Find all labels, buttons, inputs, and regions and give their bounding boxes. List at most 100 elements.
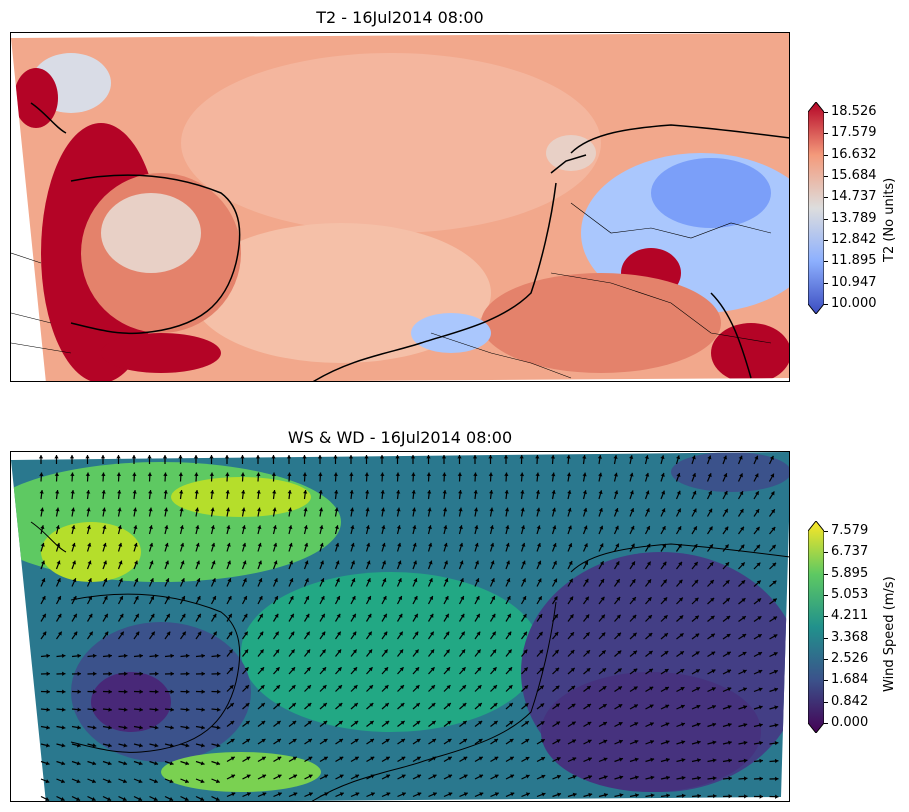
wind-arrow-head xyxy=(459,542,464,547)
wind-arrow-head xyxy=(320,596,325,601)
wind-arrow-head xyxy=(431,685,435,690)
wind-arrow-head xyxy=(432,792,437,797)
wind-arrow-head xyxy=(460,613,465,618)
wind-arrow-head xyxy=(697,776,701,781)
wind-arrow-head xyxy=(228,631,233,636)
wind-arrow-head xyxy=(123,761,128,766)
ws-colorbar-label: Wind Speed (m/s) xyxy=(882,576,897,692)
ws-field-n-fast xyxy=(171,477,311,517)
wind-arrow-head xyxy=(241,490,246,494)
wind-arrow-head xyxy=(743,722,748,728)
wind-arrow-head xyxy=(588,775,592,780)
wind-arrow-head xyxy=(504,472,509,477)
wind-arrow-head xyxy=(665,722,670,727)
wind-arrow-head xyxy=(447,721,452,725)
wind-arrow-head xyxy=(370,792,375,797)
t2-borders xyxy=(11,202,772,379)
wind-arrow-head xyxy=(379,455,385,459)
wind-arrow-head xyxy=(618,704,623,708)
wind-arrow-head xyxy=(293,774,298,779)
ws-colorbar-svg xyxy=(807,520,825,734)
wind-arrow-head xyxy=(711,687,716,692)
wind-arrow-head xyxy=(492,667,497,672)
wind-arrow-head xyxy=(697,793,701,799)
wind-arrow-head xyxy=(162,455,168,459)
wind-arrow-head xyxy=(196,560,201,565)
wind-arrow-head xyxy=(726,633,731,638)
wind-arrow-head xyxy=(463,792,468,797)
wind-arrow-head xyxy=(744,794,748,799)
wind-arrow-head xyxy=(91,779,96,784)
wind-arrow-head xyxy=(723,455,728,460)
wind-arrow-head xyxy=(602,704,607,708)
wind-arrow-head xyxy=(225,507,231,512)
wind-arrow-head xyxy=(228,649,233,654)
wind-arrow-head xyxy=(163,507,169,512)
wind-arrow-head xyxy=(339,774,344,779)
wind-arrow-head xyxy=(87,542,92,547)
wind-arrow-head xyxy=(709,580,714,584)
wind-arrow-head xyxy=(541,774,546,779)
wind-arrow-head xyxy=(123,743,128,748)
wind-arrow-head xyxy=(490,542,495,547)
wind-arrow-head xyxy=(696,704,701,709)
wind-arrow-head xyxy=(186,671,190,676)
wind-arrow-head xyxy=(169,779,174,784)
wind-arrow-head xyxy=(477,703,482,707)
ws-tick-mark xyxy=(824,552,828,554)
wind-arrow-head xyxy=(181,613,186,618)
wind-arrow-head xyxy=(107,797,112,801)
wind-arrow-head xyxy=(322,685,327,690)
wind-arrow-head xyxy=(289,596,294,601)
wind-arrow-head xyxy=(773,634,778,639)
wind-arrow-head xyxy=(276,738,281,743)
wind-arrow-head xyxy=(290,613,294,618)
wind-arrow-head xyxy=(521,560,526,565)
wind-arrow-head xyxy=(491,596,496,601)
wind-arrow-head xyxy=(681,758,686,763)
wind-arrow-head xyxy=(519,472,525,477)
t2-tick-mark xyxy=(824,240,828,241)
wind-arrow-head xyxy=(246,792,251,797)
wind-arrow-head xyxy=(148,507,153,512)
wind-arrow-head xyxy=(352,649,357,654)
wind-arrow-head xyxy=(256,490,261,494)
wind-arrow-head xyxy=(101,472,106,477)
wind-arrow-head xyxy=(289,578,294,583)
wind-arrow-head xyxy=(61,707,66,712)
ws-map-svg xyxy=(11,452,789,801)
wind-arrow-head xyxy=(87,578,92,583)
ws-tick-mark xyxy=(824,659,828,660)
wind-arrow-head xyxy=(103,578,108,583)
wind-arrow-head xyxy=(289,560,294,565)
wind-arrow-head xyxy=(679,615,684,620)
wind-arrow-head xyxy=(339,792,344,797)
wind-arrow-head xyxy=(323,738,328,743)
wind-arrow-head xyxy=(614,525,619,530)
wind-arrow-head xyxy=(336,631,341,636)
wind-arrow-head xyxy=(661,490,666,495)
wind-arrow-head xyxy=(584,578,589,583)
wind-arrow-head xyxy=(101,490,106,494)
wind-arrow-head xyxy=(771,527,776,532)
wind-arrow-head xyxy=(60,797,65,801)
wind-arrow-head xyxy=(41,578,46,583)
wind-arrow-head xyxy=(69,455,75,459)
wind-arrow-head xyxy=(427,525,432,530)
wind-arrow-head xyxy=(537,578,542,583)
wind-arrow-head xyxy=(318,472,323,477)
wind-arrow-head xyxy=(61,743,66,748)
wind-arrow-head xyxy=(102,542,107,547)
wind-arrow-head xyxy=(195,525,200,530)
wind-arrow-head xyxy=(322,703,327,707)
wind-arrow-head xyxy=(678,561,682,566)
wind-arrow-head xyxy=(431,721,436,725)
wind-arrow-head xyxy=(352,631,357,636)
wind-arrow-head xyxy=(525,739,530,743)
wind-arrow-head xyxy=(307,721,312,725)
wind-arrow-head xyxy=(215,797,220,801)
wind-arrow-head xyxy=(321,631,326,636)
wind-arrow-head xyxy=(241,507,246,512)
wind-arrow-head xyxy=(132,490,137,494)
wind-arrow-head xyxy=(540,703,545,708)
